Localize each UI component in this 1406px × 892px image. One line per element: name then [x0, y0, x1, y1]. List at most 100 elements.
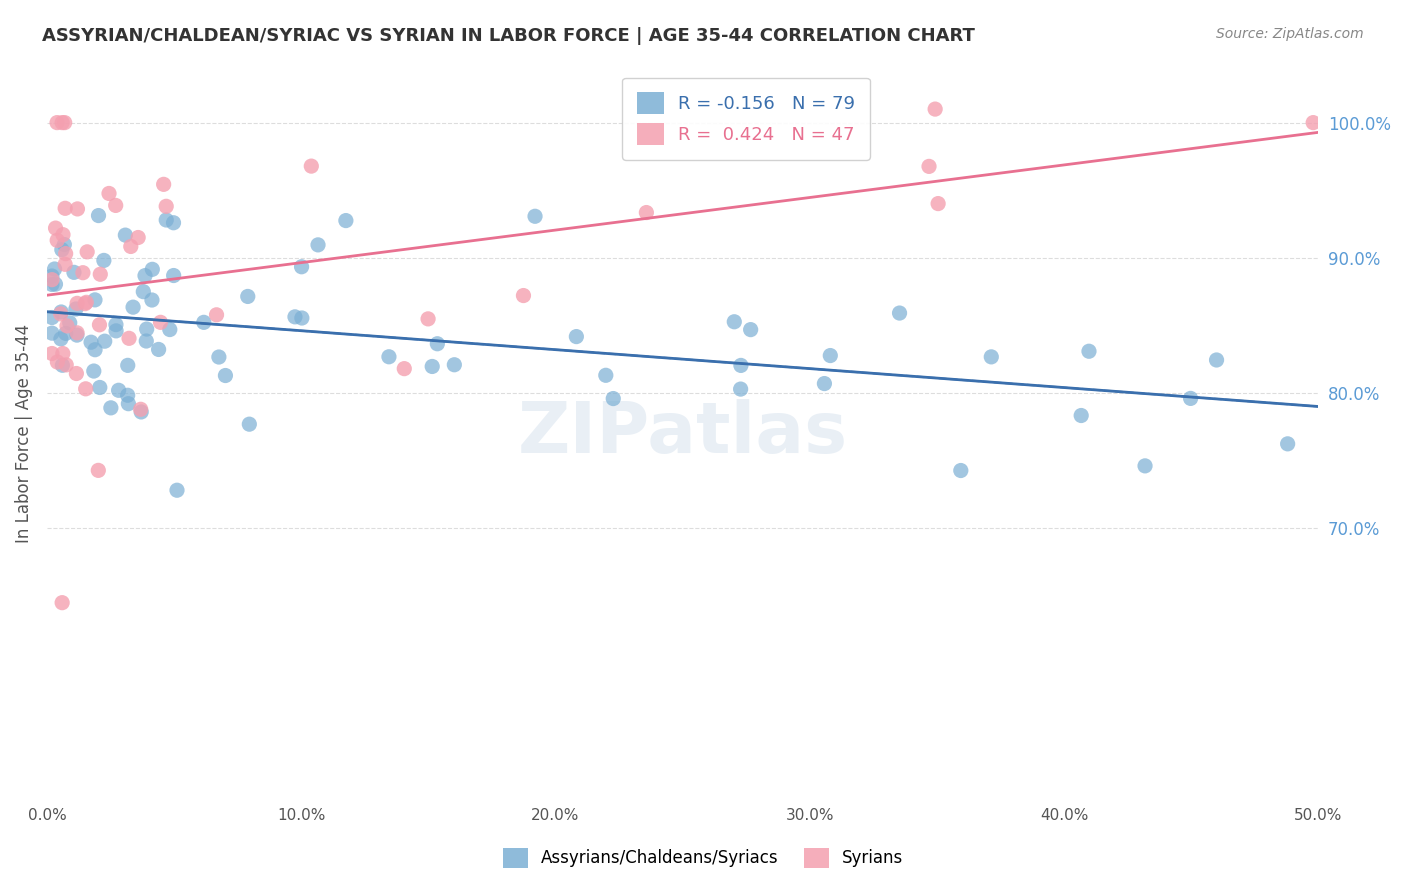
Assyrians/Chaldeans/Syriacs: [132, 285, 155, 299]
Assyrians/Chaldeans/Syriacs: [41, 268, 63, 283]
Assyrians/Chaldeans/Syriacs: [980, 350, 1002, 364]
Assyrians/Chaldeans/Syriacs: [141, 293, 163, 307]
Syrians: [1302, 115, 1324, 129]
Assyrians/Chaldeans/Syriacs: [105, 324, 128, 338]
Assyrians/Chaldeans/Syriacs: [87, 209, 110, 223]
Assyrians/Chaldeans/Syriacs: [134, 268, 156, 283]
Assyrians/Chaldeans/Syriacs: [41, 326, 63, 340]
Assyrians/Chaldeans/Syriacs: [66, 328, 89, 343]
Syrians: [66, 296, 89, 310]
Assyrians/Chaldeans/Syriacs: [49, 332, 72, 346]
Assyrians/Chaldeans/Syriacs: [214, 368, 236, 383]
Syrians: [53, 115, 76, 129]
Syrians: [56, 318, 79, 333]
Syrians: [155, 199, 177, 213]
Assyrians/Chaldeans/Syriacs: [84, 293, 107, 307]
Assyrians/Chaldeans/Syriacs: [84, 343, 107, 357]
Syrians: [416, 311, 439, 326]
Assyrians/Chaldeans/Syriacs: [723, 315, 745, 329]
Syrians: [149, 315, 172, 329]
Assyrians/Chaldeans/Syriacs: [166, 483, 188, 498]
Assyrians/Chaldeans/Syriacs: [148, 343, 170, 357]
Assyrians/Chaldeans/Syriacs: [889, 306, 911, 320]
Syrians: [66, 202, 89, 216]
Syrians: [65, 367, 87, 381]
Assyrians/Chaldeans/Syriacs: [236, 289, 259, 303]
Syrians: [46, 233, 69, 247]
Assyrians/Chaldeans/Syriacs: [83, 364, 105, 378]
Assyrians/Chaldeans/Syriacs: [1205, 353, 1227, 368]
Legend: R = -0.156   N = 79, R =  0.424   N = 47: R = -0.156 N = 79, R = 0.424 N = 47: [623, 78, 870, 160]
Syrians: [120, 239, 142, 253]
Syrians: [46, 115, 69, 129]
Assyrians/Chaldeans/Syriacs: [51, 243, 73, 257]
Syrians: [87, 463, 110, 477]
Syrians: [75, 295, 97, 310]
Assyrians/Chaldeans/Syriacs: [100, 401, 122, 415]
Assyrians/Chaldeans/Syriacs: [107, 384, 129, 398]
Assyrians/Chaldeans/Syriacs: [730, 359, 752, 373]
Assyrians/Chaldeans/Syriacs: [63, 265, 86, 279]
Assyrians/Chaldeans/Syriacs: [378, 350, 401, 364]
Syrians: [46, 355, 69, 369]
Syrians: [127, 230, 149, 244]
Assyrians/Chaldeans/Syriacs: [443, 358, 465, 372]
Assyrians/Chaldeans/Syriacs: [117, 388, 139, 402]
Assyrians/Chaldeans/Syriacs: [122, 300, 145, 314]
Syrians: [89, 267, 111, 281]
Syrians: [66, 326, 89, 340]
Assyrians/Chaldeans/Syriacs: [1277, 437, 1299, 451]
Assyrians/Chaldeans/Syriacs: [114, 228, 136, 243]
Legend: Assyrians/Chaldeans/Syriacs, Syrians: Assyrians/Chaldeans/Syriacs, Syrians: [496, 841, 910, 875]
Assyrians/Chaldeans/Syriacs: [163, 268, 186, 283]
Syrians: [52, 227, 75, 242]
Assyrians/Chaldeans/Syriacs: [141, 262, 163, 277]
Syrians: [299, 159, 322, 173]
Assyrians/Chaldeans/Syriacs: [51, 358, 73, 372]
Syrians: [53, 202, 76, 216]
Assyrians/Chaldeans/Syriacs: [1070, 409, 1092, 423]
Assyrians/Chaldeans/Syriacs: [53, 237, 76, 252]
Syrians: [45, 221, 67, 235]
Assyrians/Chaldeans/Syriacs: [51, 305, 73, 319]
Assyrians/Chaldeans/Syriacs: [193, 315, 215, 329]
Assyrians/Chaldeans/Syriacs: [93, 334, 115, 349]
Assyrians/Chaldeans/Syriacs: [949, 463, 972, 477]
Assyrians/Chaldeans/Syriacs: [1180, 392, 1202, 406]
Assyrians/Chaldeans/Syriacs: [135, 334, 157, 348]
Y-axis label: In Labor Force | Age 35-44: In Labor Force | Age 35-44: [15, 324, 32, 543]
Syrians: [89, 318, 111, 332]
Assyrians/Chaldeans/Syriacs: [89, 380, 111, 394]
Assyrians/Chaldeans/Syriacs: [595, 368, 617, 383]
Text: ASSYRIAN/CHALDEAN/SYRIAC VS SYRIAN IN LABOR FORCE | AGE 35-44 CORRELATION CHART: ASSYRIAN/CHALDEAN/SYRIAC VS SYRIAN IN LA…: [42, 27, 974, 45]
Syrians: [53, 257, 76, 271]
Assyrians/Chaldeans/Syriacs: [41, 310, 63, 325]
Assyrians/Chaldeans/Syriacs: [93, 253, 115, 268]
Assyrians/Chaldeans/Syriacs: [155, 213, 177, 227]
Text: Source: ZipAtlas.com: Source: ZipAtlas.com: [1216, 27, 1364, 41]
Assyrians/Chaldeans/Syriacs: [208, 350, 231, 364]
Syrians: [152, 178, 174, 192]
Assyrians/Chaldeans/Syriacs: [135, 322, 157, 336]
Syrians: [41, 346, 63, 360]
Syrians: [52, 346, 75, 360]
Assyrians/Chaldeans/Syriacs: [162, 216, 184, 230]
Assyrians/Chaldeans/Syriacs: [284, 310, 307, 324]
Assyrians/Chaldeans/Syriacs: [290, 260, 312, 274]
Assyrians/Chaldeans/Syriacs: [117, 397, 139, 411]
Assyrians/Chaldeans/Syriacs: [335, 213, 357, 227]
Assyrians/Chaldeans/Syriacs: [420, 359, 443, 374]
Assyrians/Chaldeans/Syriacs: [730, 382, 752, 396]
Text: ZIPatlas: ZIPatlas: [517, 399, 848, 468]
Syrians: [51, 115, 73, 129]
Syrians: [55, 358, 77, 372]
Assyrians/Chaldeans/Syriacs: [307, 238, 329, 252]
Assyrians/Chaldeans/Syriacs: [813, 376, 835, 391]
Assyrians/Chaldeans/Syriacs: [44, 277, 66, 292]
Assyrians/Chaldeans/Syriacs: [65, 301, 87, 316]
Assyrians/Chaldeans/Syriacs: [1078, 344, 1101, 359]
Syrians: [636, 205, 658, 219]
Syrians: [394, 361, 416, 376]
Syrians: [41, 273, 63, 287]
Assyrians/Chaldeans/Syriacs: [59, 316, 82, 330]
